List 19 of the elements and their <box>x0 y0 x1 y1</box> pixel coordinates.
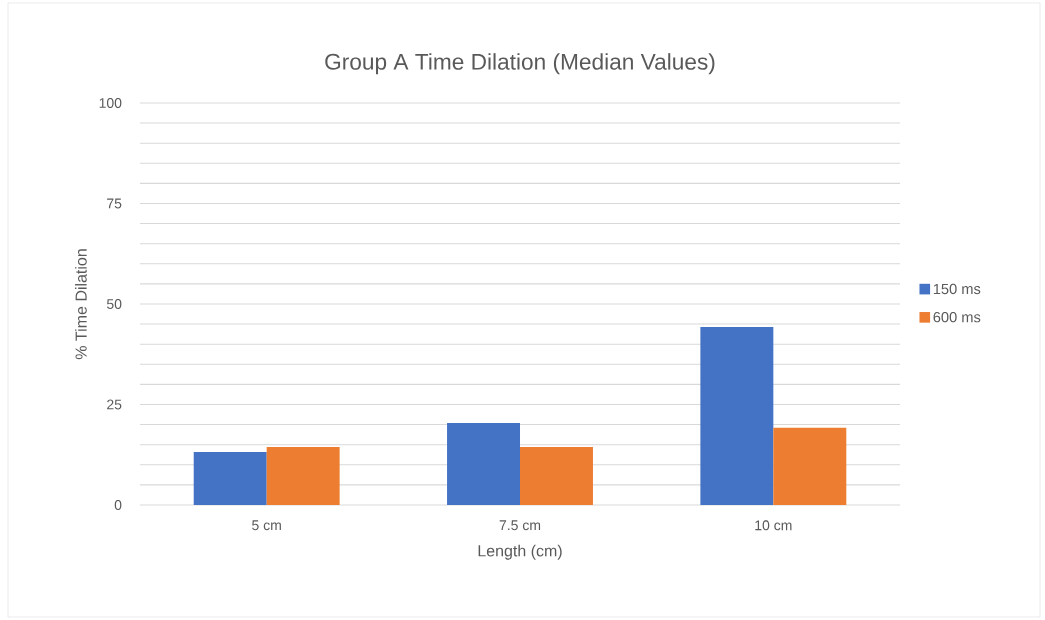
legend-label: 150 ms <box>933 283 981 295</box>
y-tick-label: 0 <box>114 500 122 510</box>
bar <box>773 427 847 505</box>
chart-title: Group A Time Dilation (Median Values) <box>325 53 715 75</box>
x-tick-label: 7.5 cm <box>499 520 541 531</box>
bar <box>266 447 340 505</box>
x-axis-title: Length (cm) <box>478 544 562 560</box>
x-tick-label: 5 cm <box>252 520 281 531</box>
y-tick-label: 50 <box>106 299 122 309</box>
bar <box>193 451 267 505</box>
bar <box>447 422 521 505</box>
bar <box>520 447 593 505</box>
bar <box>700 326 774 505</box>
y-tick-label: 75 <box>107 198 122 209</box>
legend-label: 600 ms <box>933 312 981 323</box>
x-tick-label: 10 cm <box>755 520 792 531</box>
y-tick-label: 100 <box>99 98 122 108</box>
y-axis-title: % Time Dilation <box>75 249 87 360</box>
y-tick-label: 25 <box>107 399 122 410</box>
